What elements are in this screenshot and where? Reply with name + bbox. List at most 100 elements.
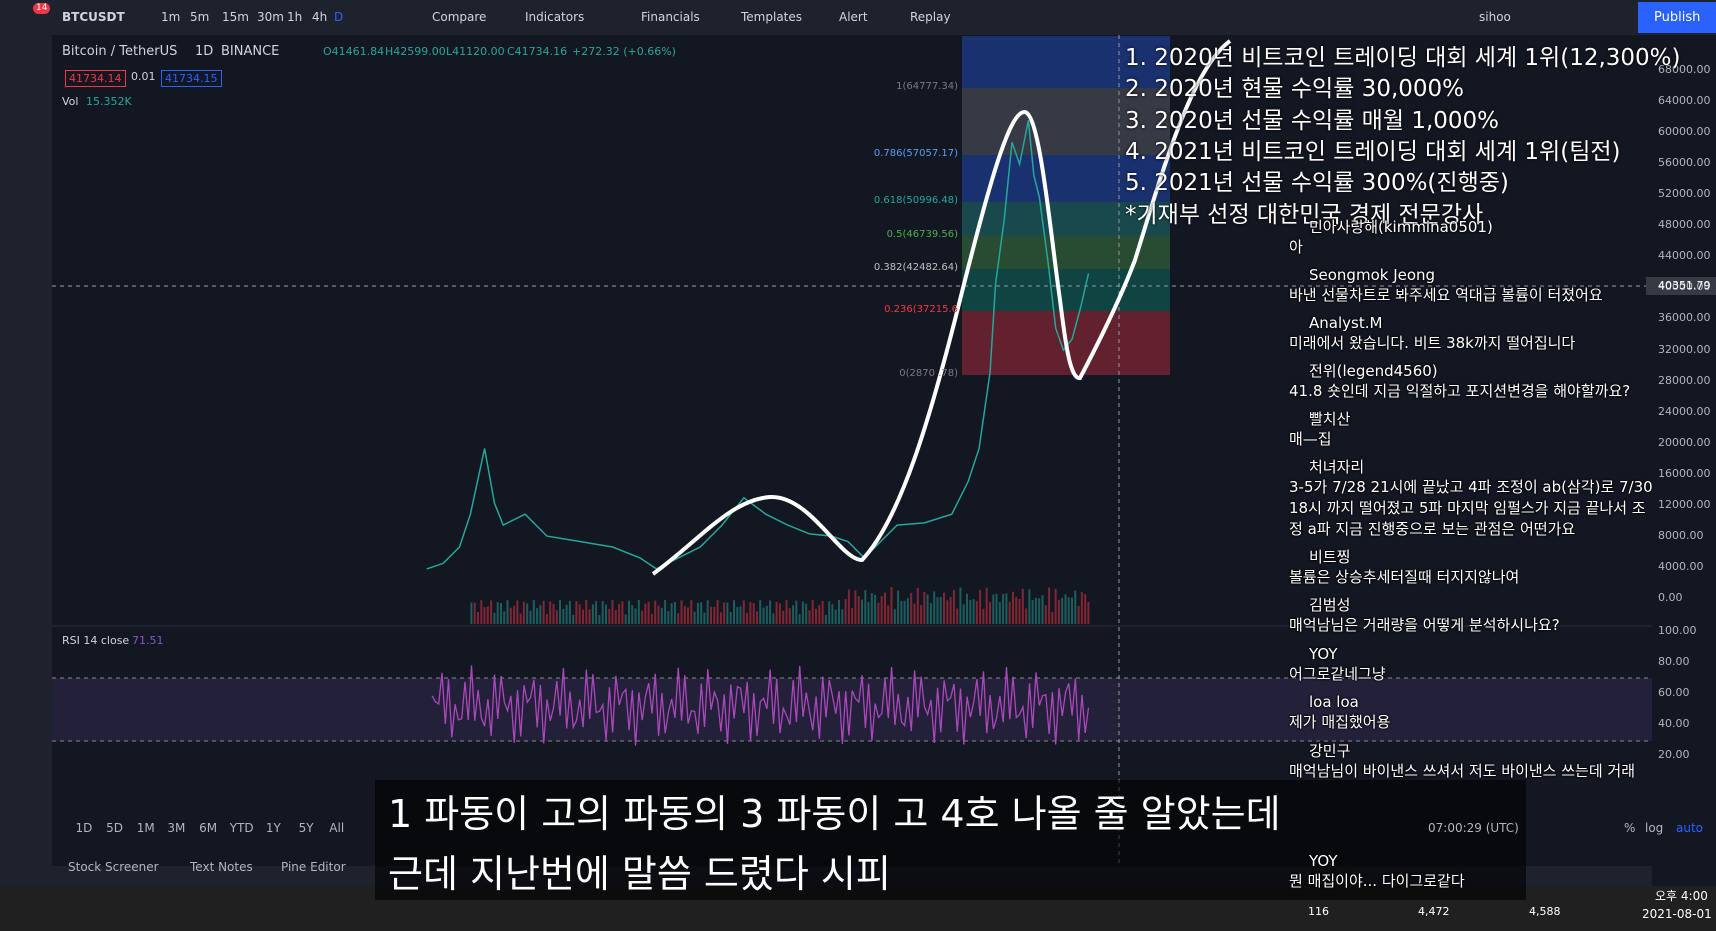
- volume-bar: [582, 609, 584, 624]
- price-tick: 60000.00: [1658, 125, 1711, 139]
- symbol[interactable]: BTCUSDT: [62, 10, 125, 24]
- chat-message: 바낸 선물차트로 봐주세요 역대급 볼륨이 터졌어요: [1289, 286, 1603, 304]
- volume-bar: [657, 605, 660, 624]
- ohlc-change: +272.32 (+0.66%): [572, 45, 676, 58]
- subtitle: 근데 지난번에 말씀 드렸다 시피: [388, 852, 891, 896]
- volume-bar: [641, 610, 644, 624]
- bid: 41734.14: [65, 70, 126, 87]
- compare-button[interactable]: Compare: [432, 10, 487, 24]
- bottom-tab[interactable]: Stock Screener: [68, 860, 159, 874]
- fib-label: 0.236(37215.6: [884, 304, 958, 315]
- volume-bar: [1080, 592, 1083, 624]
- price-tick: 52000.00: [1658, 187, 1711, 201]
- chat-user: 빨치산: [1309, 410, 1351, 428]
- volume-bar: [772, 613, 775, 624]
- volume-bar: [1018, 599, 1021, 624]
- timeframe-button[interactable]: All: [329, 821, 345, 835]
- subtitle: 1 파동이 고의 파동의 3 파동이 고 4호 나올 줄 알았는데: [388, 792, 1281, 836]
- price-tick: 20000.00: [1658, 435, 1711, 449]
- chat-user: YOY: [1309, 852, 1338, 870]
- volume-bar: [861, 599, 863, 624]
- volume-bar: [1028, 589, 1031, 624]
- timeframe-button[interactable]: YTD: [229, 821, 254, 835]
- volume-bar: [788, 608, 791, 624]
- fib-label: 0(2870 .78): [899, 368, 958, 379]
- volume-bar: [936, 597, 939, 624]
- volume-bar: [477, 612, 479, 624]
- volume-bar: [706, 600, 709, 624]
- financials-button[interactable]: Financials: [641, 10, 700, 24]
- volume-bar: [545, 614, 548, 624]
- rsi-value: 71.51: [132, 634, 164, 647]
- log-toggle[interactable]: log: [1645, 821, 1664, 835]
- volume-bar: [1087, 601, 1090, 624]
- volume-bar: [946, 600, 949, 624]
- volume-bar: [677, 613, 680, 624]
- timeframe-button[interactable]: 5Y: [298, 821, 314, 835]
- note-line: 3. 2020년 선물 수익률 매월 1,000%: [1125, 107, 1500, 134]
- price-series: [426, 120, 1090, 570]
- interval-button[interactable]: D: [334, 10, 344, 24]
- bottom-tab[interactable]: Pine Editor: [281, 860, 346, 874]
- volume-bar: [664, 600, 667, 624]
- user-button[interactable]: sihoo: [1479, 10, 1511, 24]
- fib-label: 0.618(50996.48): [873, 195, 958, 206]
- alert-button[interactable]: Alert: [839, 10, 868, 24]
- price-tick: 4000.00: [1658, 559, 1704, 573]
- timeframe-button[interactable]: 1Y: [265, 821, 281, 835]
- timeframe-button[interactable]: 1D: [75, 821, 93, 835]
- publish-button[interactable]: [1638, 2, 1716, 33]
- ohlc-low: L41120.00: [446, 45, 505, 58]
- hand-drawing: [651, 39, 1232, 576]
- volume-bars: [470, 587, 1090, 624]
- volume-bar: [742, 600, 745, 624]
- replay-button[interactable]: Replay: [910, 10, 951, 24]
- timeframe-button[interactable]: 6M: [199, 821, 218, 835]
- chat-message: 매억남님이 바이낸스 쓰셔서 저도 바이낸스 쓰는데 거래: [1289, 762, 1636, 780]
- volume-bar: [989, 602, 991, 624]
- volume-bar: [1084, 594, 1087, 624]
- volume-bar: [903, 600, 906, 624]
- timeframe-button[interactable]: 1M: [136, 821, 155, 835]
- rsi-tick: 20.00: [1658, 748, 1690, 761]
- timeframe-button[interactable]: 3M: [167, 821, 186, 835]
- volume-bar: [598, 615, 601, 624]
- volume-bar: [700, 602, 703, 624]
- templates-button[interactable]: Templates: [741, 10, 803, 24]
- volume-bar: [756, 611, 758, 624]
- volume-bar: [798, 614, 801, 624]
- rsi-label: RSI 14 close: [62, 634, 130, 647]
- volume-bar: [1008, 601, 1011, 624]
- interval-button[interactable]: 15m: [222, 10, 249, 24]
- volume-bar: [897, 590, 900, 624]
- count: 4,588: [1529, 905, 1561, 918]
- interval-button[interactable]: 30m: [257, 10, 284, 24]
- current-price: 40351.79: [1658, 279, 1711, 292]
- percent-toggle[interactable]: %: [1624, 821, 1636, 835]
- interval-button[interactable]: 1m: [161, 10, 181, 24]
- volume-bar: [778, 603, 781, 624]
- interval-button[interactable]: 1h: [287, 10, 303, 24]
- chat-user: 전위(legend4560): [1309, 362, 1438, 380]
- bottom-tab[interactable]: Text Notes: [190, 860, 253, 874]
- volume-bar: [509, 607, 512, 624]
- interval-button[interactable]: 5m: [190, 10, 210, 24]
- volume-bar: [733, 600, 735, 624]
- volume-bar: [513, 605, 516, 624]
- volume-bar: [614, 609, 617, 624]
- volume-bar: [568, 600, 571, 624]
- chat-user: Seongmok Jeong: [1309, 266, 1436, 284]
- volume-bar: [470, 602, 473, 624]
- ohlc-high: H42599.00: [385, 45, 446, 58]
- publish-label[interactable]: Publish: [1654, 10, 1701, 25]
- auto-toggle[interactable]: auto: [1676, 821, 1704, 835]
- timeframe-button[interactable]: 5D: [106, 821, 123, 835]
- volume-bar: [621, 601, 624, 624]
- volume-bar: [792, 605, 795, 624]
- volume-bar: [890, 587, 893, 624]
- interval-button[interactable]: 4h: [312, 10, 328, 24]
- volume-bar: [969, 599, 972, 624]
- indicators-button[interactable]: Indicators: [525, 10, 585, 24]
- volume-bar: [578, 604, 581, 624]
- volume-bar: [713, 606, 716, 624]
